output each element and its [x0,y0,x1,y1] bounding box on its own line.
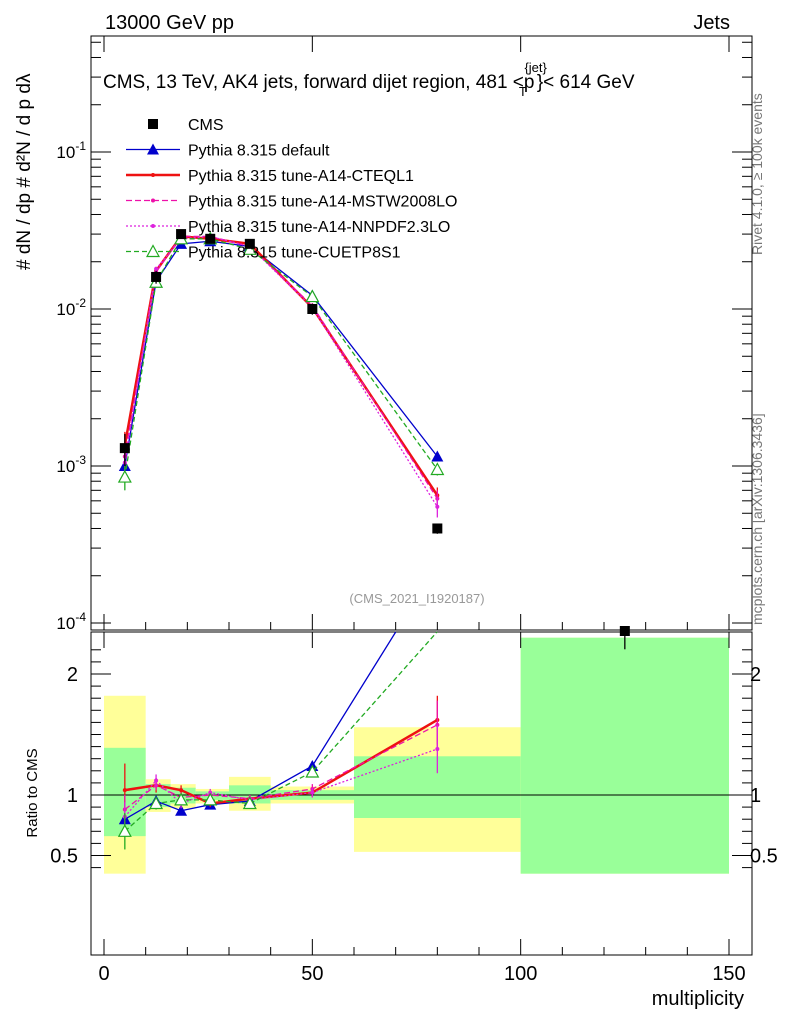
legend-label: CMS [188,117,224,134]
series-cteql1 [122,234,440,505]
data-point [244,238,255,249]
legend-marker [151,224,155,228]
data-point [117,469,132,483]
legend-marker [151,173,155,177]
ratio-ytick-label: 1 [67,785,78,807]
ratio-point [208,790,213,795]
legend-marker [147,143,159,155]
data-point [119,443,130,454]
legend-marker [151,198,155,203]
band-green-3 [195,791,229,800]
y-axis-label-main: # dN / dp # d²N / d p dλ [14,73,35,270]
ratio-point [122,788,127,793]
legend-entry: Pythia 8.315 tune-A14-CTEQL1 [126,168,414,185]
legend-label: Pythia 8.315 tune-CUETP8S1 [188,245,401,262]
series-line-nnpdf [124,235,438,508]
plot-title-sub: T [519,84,527,99]
ratio-point [117,824,132,837]
series-mstw [122,234,440,509]
ratio-frame [90,631,753,956]
data-point [435,504,440,509]
ratio-point [179,788,184,793]
data-point [430,462,445,476]
legend-marker [148,119,158,129]
data-point [432,523,443,534]
main-series-group [117,229,630,650]
x-tick-label: 150 [712,963,745,985]
ratio-point [174,792,189,806]
legend-label: Pythia 8.315 tune-A14-CTEQL1 [188,168,414,185]
x-tick-label: 0 [98,963,109,985]
mcplots-credit: mcplots.cern.ch [arXiv:1306.3436] [749,413,765,625]
ratio-axis-ticks: 0 50 100 150 0.5 0.5 1 1 2 2 [50,632,778,985]
legend-label: Pythia 8.315 default [188,143,330,160]
data-point [154,266,159,271]
x-axis-label: multiplicity [652,988,744,1010]
ratio-ytick-label-right: 1 [750,785,761,807]
legend-entry: CMS [148,117,224,134]
header-left: 13000 GeV pp [105,12,234,34]
band-green-7 [520,637,729,874]
ratio-point [305,764,320,778]
ratio-ytick-label-right: 2 [750,664,761,686]
data-point [619,626,630,636]
analysis-id: (CMS_2021_I1920187) [349,591,484,606]
ratio-point [203,792,218,806]
data-point [305,289,320,303]
data-point [205,233,216,244]
ratio-ytick-label: 0.5 [50,846,78,868]
ratio-ytick-label-right: 0.5 [750,846,778,868]
legend-marker [145,244,161,258]
data-point [431,450,444,462]
series-cms [119,229,630,650]
series-line-mstw [124,235,438,499]
y-axis-label-ratio: Ratio to CMS [24,748,41,837]
series-nnpdf [122,234,440,518]
ratio-point [310,790,315,795]
plot-title-end: }< 614 GeV [537,72,635,93]
ratio-point [149,796,164,810]
rivet-version: Rivet 4.1.0, ≥ 100k events [749,93,765,255]
legend-entry: Pythia 8.315 default [126,143,330,160]
plot-title-main: CMS, 13 TeV, AK4 jets, forward dijet reg… [103,72,534,93]
ratio-point [175,804,188,816]
data-point [151,271,162,282]
series-default [118,235,444,474]
legend-label: Pythia 8.315 tune-A14-NNPDF2.3LO [188,219,450,236]
legend-entry: Pythia 8.315 tune-A14-NNPDF2.3LO [126,219,450,236]
header-right: Jets [693,12,730,34]
y-tick-label-main: 10-4 [56,610,86,633]
data-point [176,229,187,240]
ratio-point [154,778,159,783]
data-point [307,304,318,314]
x-tick-label: 50 [301,963,323,985]
y-tick-label-main: 10-1 [56,139,86,162]
legend: CMS Pythia 8.315 default Pythia 8.315 tune… [126,117,457,262]
legend-entry: Pythia 8.315 tune-A14-MSTW2008LO [126,194,457,211]
y-tick-label-main: 10-3 [56,453,86,476]
plot-title-sup: {jet} [524,60,547,75]
legend-label: Pythia 8.315 tune-A14-MSTW2008LO [188,194,457,211]
legend-entry: Pythia 8.315 tune-CUETP8S1 [126,244,401,262]
plot-title: CMS, 13 TeV, AK4 jets, forward dijet reg… [103,60,635,99]
ratio-ytick-label: 2 [67,664,78,686]
x-tick-label: 100 [504,963,537,985]
main-axis-ticks: 10-1 10-2 10-3 10-4 [56,36,752,633]
ratio-series-group [117,631,440,850]
ratio-uncertainty-bands [91,637,752,874]
y-tick-label-main: 10-2 [56,296,86,319]
ratio-point [435,747,440,752]
ratio-series-cuetp8s1 [117,631,438,850]
ratio-point [242,796,257,810]
